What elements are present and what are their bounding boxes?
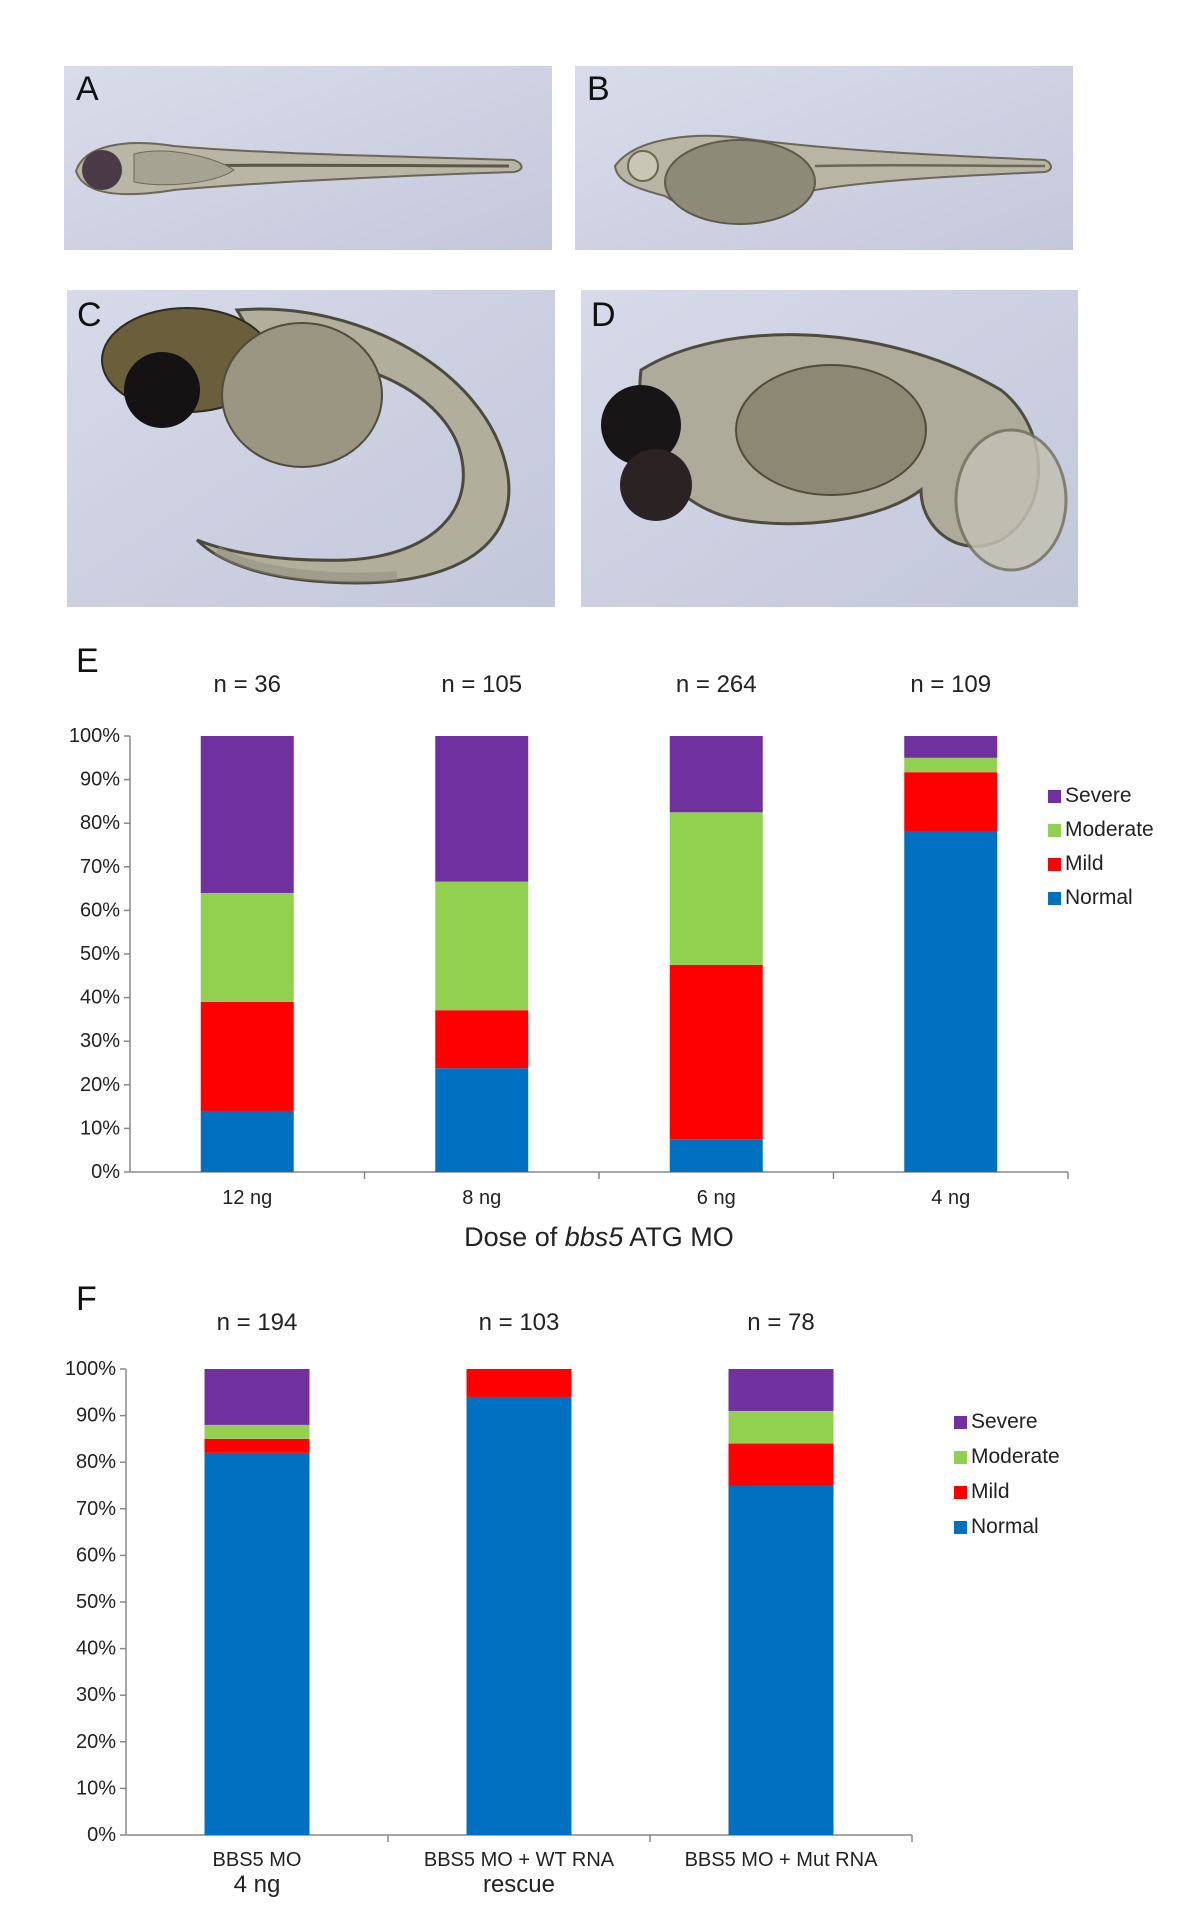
legend-label-mild: Mild — [1065, 852, 1104, 875]
bar-segment-mild — [204, 1438, 310, 1453]
sample-size-label: n = 105 — [441, 671, 522, 698]
bar-segment-moderate — [200, 892, 294, 1002]
zebrafish-larva-image-c — [67, 290, 555, 607]
legend-swatch-moderate — [1048, 824, 1061, 837]
y-tick-label: 90% — [80, 769, 120, 791]
bar-segment-severe — [904, 736, 998, 758]
x-tick-label: 12 ng — [222, 1187, 272, 1209]
x-tick-label: 6 ng — [697, 1187, 736, 1209]
y-tick-label: 40% — [76, 1638, 116, 1660]
y-tick-label: 0% — [87, 1824, 116, 1846]
legend-swatch-moderate — [954, 1451, 967, 1464]
sample-size-label: n = 78 — [747, 1309, 814, 1336]
sample-size-label: n = 264 — [676, 671, 757, 698]
bar-segment-severe — [728, 1369, 834, 1411]
stacked-bar-chart-e: 0% 10% 20% 30% 40% 50% 60% 70% 80% 90% 100% n = 36 1… — [69, 671, 1154, 1252]
x-tick-label: 8 ng — [462, 1187, 501, 1209]
y-tick-label: 100% — [69, 725, 120, 747]
bar-segment-mild — [200, 1001, 294, 1111]
x-tick-label: rescue — [483, 1871, 555, 1898]
panel-letter-a: A — [76, 70, 99, 108]
panel-letter-c: C — [77, 296, 102, 334]
sample-size-label: n = 194 — [217, 1309, 298, 1336]
y-tick-label: 20% — [80, 1074, 120, 1096]
panel-letter-b: B — [587, 70, 610, 108]
bar-segment-mild — [904, 772, 998, 832]
x-tick-label: BBS5 MO — [213, 1849, 302, 1871]
zebrafish-larva-image-a — [64, 66, 552, 250]
x-tick-label: 4 ng — [931, 1187, 970, 1209]
y-tick-label: 30% — [76, 1684, 116, 1706]
bar-segment-severe — [669, 736, 763, 813]
legend-label-mild: Mild — [971, 1480, 1010, 1503]
bar-segment-mild — [435, 1010, 529, 1069]
y-tick-label: 70% — [76, 1498, 116, 1520]
zebrafish-larva-image-d — [581, 290, 1078, 607]
photo-panel-d: D — [581, 290, 1078, 607]
bar-segment-mild — [728, 1443, 834, 1486]
legend-label-severe: Severe — [971, 1410, 1038, 1433]
y-tick-label: 80% — [76, 1451, 116, 1473]
bar-segment-normal — [204, 1452, 310, 1835]
legend-swatch-normal — [1048, 892, 1061, 905]
bar-segment-moderate — [669, 812, 763, 965]
x-tick-label: BBS5 MO + WT RNA — [424, 1849, 615, 1871]
y-tick-label: 80% — [80, 812, 120, 834]
y-tick-label: 60% — [80, 899, 120, 921]
y-tick-label: 50% — [76, 1591, 116, 1613]
x-tick-label: BBS5 MO + Mut RNA — [685, 1849, 878, 1871]
x-axis-title: Dose of bbs5 ATG MO — [464, 1222, 734, 1252]
bar-segment-normal — [466, 1396, 572, 1835]
photo-panel-a: A — [64, 66, 552, 250]
y-tick-label: 10% — [76, 1777, 116, 1799]
y-tick-label: 100% — [65, 1358, 116, 1380]
y-tick-label: 70% — [80, 856, 120, 878]
y-tick-label: 0% — [91, 1161, 120, 1183]
stacked-bar-chart-f: 0% 10% 20% 30% 40% 50% 60% 70% 80% 90% 100% n = 194… — [65, 1309, 1060, 1898]
legend-label-normal: Normal — [1065, 886, 1133, 909]
panel-letter-d: D — [591, 296, 616, 334]
bar-segment-moderate — [728, 1410, 834, 1444]
bar-segment-mild — [466, 1369, 572, 1397]
bar-segment-normal — [200, 1110, 294, 1172]
y-tick-label: 10% — [80, 1117, 120, 1139]
bar-segment-severe — [435, 736, 529, 882]
bar-segment-normal — [728, 1485, 834, 1835]
sample-size-label: n = 36 — [214, 671, 281, 698]
photo-panel-c: C — [67, 290, 555, 607]
bar-segment-moderate — [904, 757, 998, 773]
panel-letter-e: E — [76, 642, 99, 680]
bar-segment-normal — [435, 1068, 529, 1172]
legend-label-moderate: Moderate — [1065, 818, 1154, 841]
sample-size-label: n = 109 — [910, 671, 991, 698]
bar-segment-severe — [204, 1369, 310, 1425]
bar-segment-normal — [904, 831, 998, 1172]
zebrafish-larva-image-b — [575, 66, 1073, 250]
bar-segment-normal — [669, 1139, 763, 1172]
bar-segment-mild — [669, 964, 763, 1140]
legend-swatch-mild — [954, 1486, 967, 1499]
y-tick-label: 20% — [76, 1731, 116, 1753]
sample-size-label: n = 103 — [479, 1309, 560, 1336]
legend-swatch-severe — [1048, 790, 1061, 803]
x-tick-label: 4 ng — [234, 1871, 281, 1898]
bar-segment-moderate — [204, 1424, 310, 1439]
legend-swatch-severe — [954, 1416, 967, 1429]
y-tick-label: 30% — [80, 1030, 120, 1052]
legend-label-moderate: Moderate — [971, 1445, 1060, 1468]
legend-label-normal: Normal — [971, 1515, 1039, 1538]
y-tick-label: 40% — [80, 987, 120, 1009]
legend-label-severe: Severe — [1065, 784, 1132, 807]
bar-segment-moderate — [435, 881, 529, 1011]
y-tick-label: 60% — [76, 1544, 116, 1566]
panel-letter-f: F — [76, 1280, 97, 1318]
photo-panel-b: B — [575, 66, 1073, 250]
bar-segment-severe — [200, 736, 294, 893]
legend-swatch-normal — [954, 1521, 967, 1534]
y-tick-label: 50% — [80, 943, 120, 965]
legend-swatch-mild — [1048, 858, 1061, 871]
y-tick-label: 90% — [76, 1405, 116, 1427]
